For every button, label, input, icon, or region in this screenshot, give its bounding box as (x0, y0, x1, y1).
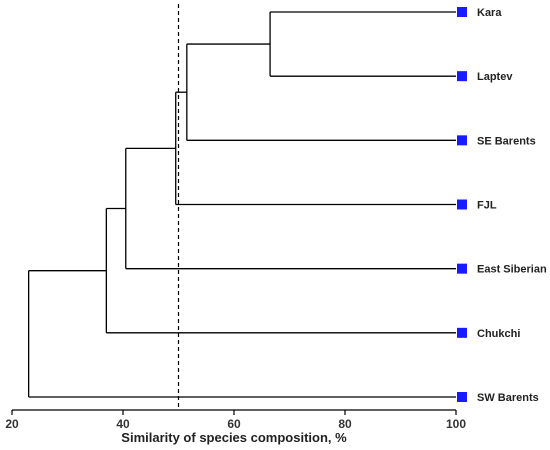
leaf-label: Laptev (477, 71, 513, 83)
leaf-marker (457, 199, 467, 210)
leaf-marker (457, 263, 467, 274)
x-tick-label: 20 (5, 417, 19, 431)
leaf-label: Chukchi (477, 328, 520, 340)
x-tick-label: 60 (227, 417, 241, 431)
x-tick-label: 40 (116, 417, 130, 431)
leaf-marker (457, 327, 467, 338)
leaves-group: Kara Laptev SE Barents FJL East Siberian Chuk… (457, 7, 547, 404)
leaf-label: East Siberian (477, 264, 547, 276)
x-tick-label: 100 (446, 417, 466, 431)
leaf-marker (457, 7, 467, 17)
leaf-marker (457, 135, 467, 146)
leaf-label: SE Barents (477, 135, 536, 147)
x-axis-title: Similarity of species composition, % (121, 430, 347, 445)
branches-group (27, 11, 456, 398)
leaf-label: Kara (477, 7, 502, 19)
x-tick-label: 80 (338, 417, 352, 431)
leaf-label: FJL (477, 200, 497, 212)
leaf-marker (457, 392, 467, 402)
leaf-label: SW Barents (477, 392, 539, 404)
x-axis: 20 40 60 80 100 (5, 409, 466, 431)
leaf-marker (457, 71, 467, 82)
